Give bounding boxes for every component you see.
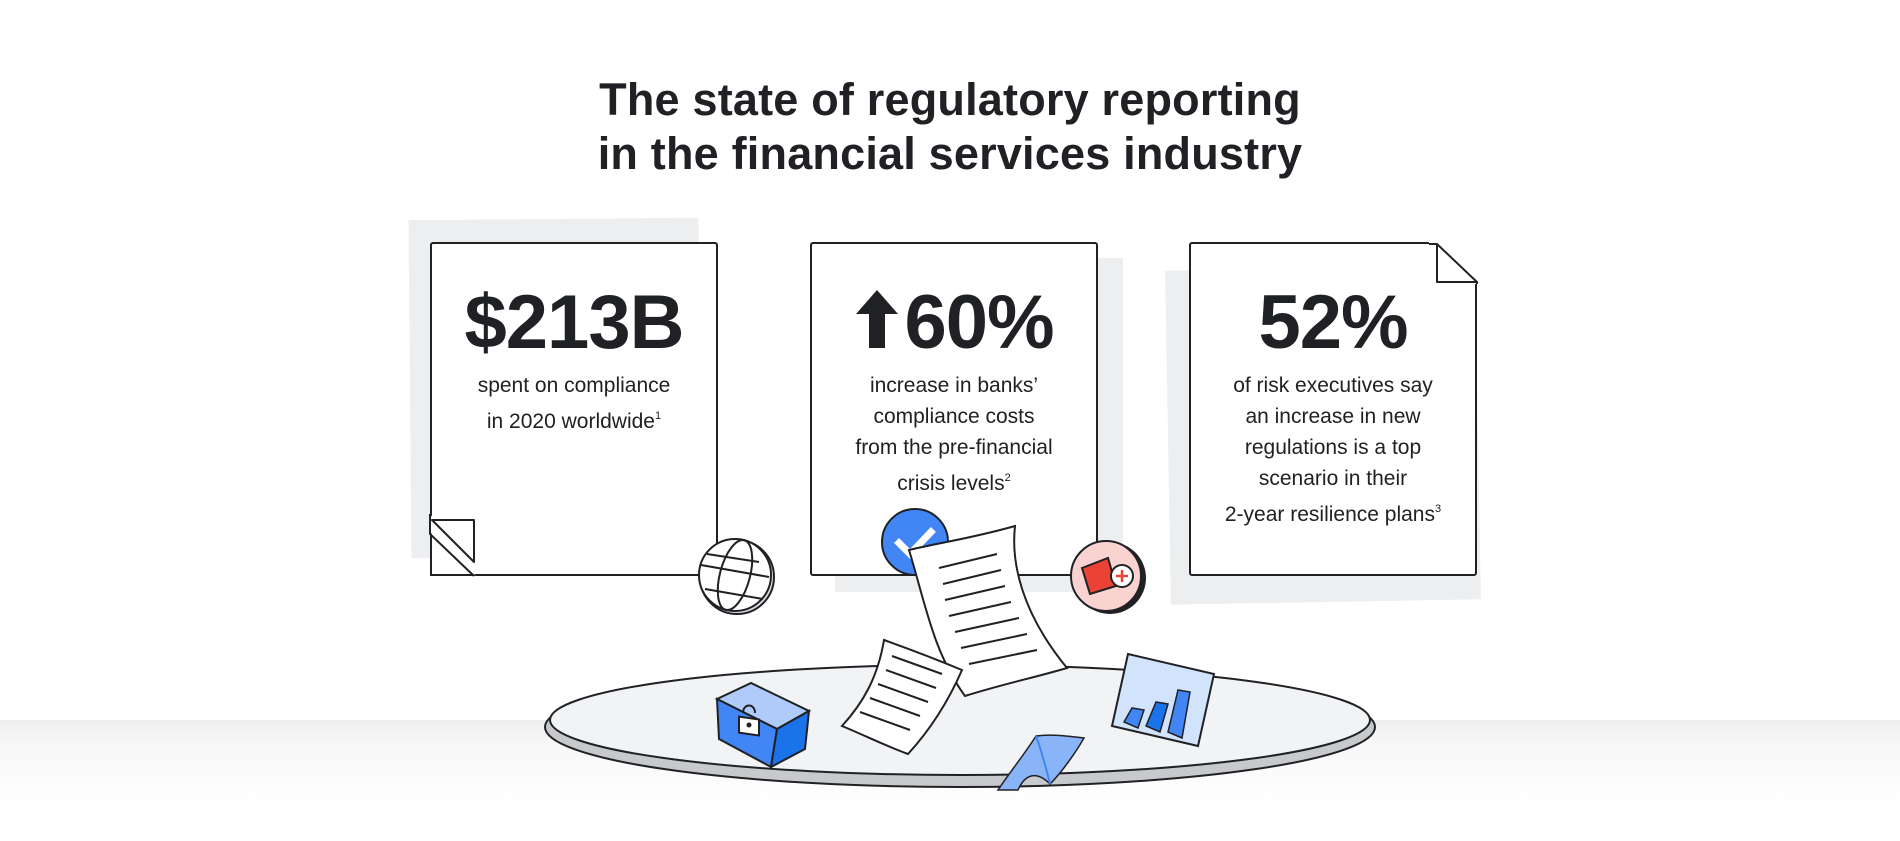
page-title: The state of regulatory reporting in the… [0,73,1900,181]
stat-description: increase in banks’ compliance costs from… [826,370,1082,499]
desc-line: from the pre-financial [855,436,1053,459]
arrow-up-icon [856,290,899,348]
desc-line-last: 2-year resilience plans3 [1224,503,1442,526]
footnote-marker: 3 [1434,503,1442,515]
desc-line: increase in banks’ [869,374,1039,397]
document-icon [840,638,964,756]
title-line-2: in the financial services industry [597,128,1303,179]
globe-icon [698,538,775,615]
desc-line: regulations is a top [1244,436,1422,459]
folded-corner-icon [1429,242,1479,284]
desc-line: an increase in new [1245,405,1421,428]
alert-badge-icon [1070,540,1146,614]
stat-value: 52% [1258,280,1408,365]
blue-sheet-icon [996,734,1086,791]
desc-line: scenario in their [1258,467,1408,490]
desc-line-last: in 2020 worldwide1 [486,410,662,433]
stat-description: of risk executives say an increase in ne… [1205,370,1461,530]
document-icon [907,524,1069,698]
folded-corner-icon [429,514,476,577]
stat-card-costs: 60% increase in banks’ compliance costs … [810,242,1098,576]
stat-value: $213B [464,280,685,365]
desc-line: of risk executives say [1233,374,1433,397]
stat-value-row: 60% [812,278,1096,368]
title-line-1: The state of regulatory reporting [599,74,1301,125]
desc-line: compliance costs [873,405,1035,428]
stat-card-regulations: 52% of risk executives say an increase i… [1189,242,1479,576]
footnote-marker: 1 [654,410,662,422]
desc-line: spent on compliance [477,374,671,397]
stat-value: 60% [904,280,1054,365]
stat-description: spent on compliance in 2020 worldwide1 [446,370,702,437]
desc-line-last: crisis levels2 [897,472,1011,495]
lock-cube-icon [714,681,812,769]
footnote-marker: 2 [1004,472,1011,484]
stat-card-spending: $213B spent on compliance in 2020 worldw… [429,242,718,577]
bar-chart-icon [1110,652,1216,748]
